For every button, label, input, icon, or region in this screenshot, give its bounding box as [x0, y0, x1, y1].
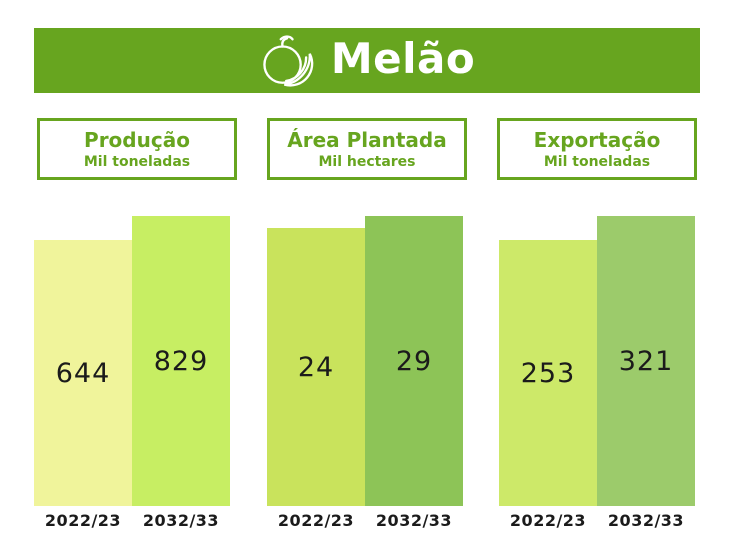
- section-title: Exportação: [533, 128, 661, 152]
- x-label: 2022/23: [44, 511, 122, 530]
- melon-icon: [259, 32, 317, 90]
- x-label: 2022/23: [277, 511, 355, 530]
- x-label: 2032/33: [375, 511, 453, 530]
- page-title: Melão: [330, 33, 476, 83]
- bar-value: 321: [618, 345, 674, 377]
- section-box-producao: Produção Mil toneladas: [37, 118, 237, 180]
- section-unit: Mil hectares: [318, 154, 416, 170]
- bar-area-plantada-2032: 29: [365, 216, 463, 506]
- x-label: 2022/23: [509, 511, 587, 530]
- bar-value: 644: [55, 357, 111, 389]
- bar-value: 24: [297, 351, 335, 383]
- section-box-area-plantada: Área Plantada Mil hectares: [267, 118, 467, 180]
- bar-exportacao-2032: 321: [597, 216, 695, 506]
- bar-exportacao-2022: 253: [499, 240, 597, 506]
- header-banner: Melão: [34, 28, 700, 93]
- bar-producao-2022: 644: [34, 240, 132, 506]
- x-label: 2032/33: [607, 511, 685, 530]
- bar-value: 253: [520, 357, 576, 389]
- section-box-exportacao: Exportação Mil toneladas: [497, 118, 697, 180]
- section-title: Área Plantada: [287, 128, 447, 152]
- bar-value: 829: [153, 345, 209, 377]
- bar-producao-2032: 829: [132, 216, 230, 506]
- section-unit: Mil toneladas: [543, 154, 651, 170]
- section-unit: Mil toneladas: [83, 154, 191, 170]
- bar-value: 29: [395, 345, 433, 377]
- section-title: Produção: [84, 128, 190, 152]
- bar-area-plantada-2022: 24: [267, 228, 365, 506]
- x-label: 2032/33: [142, 511, 220, 530]
